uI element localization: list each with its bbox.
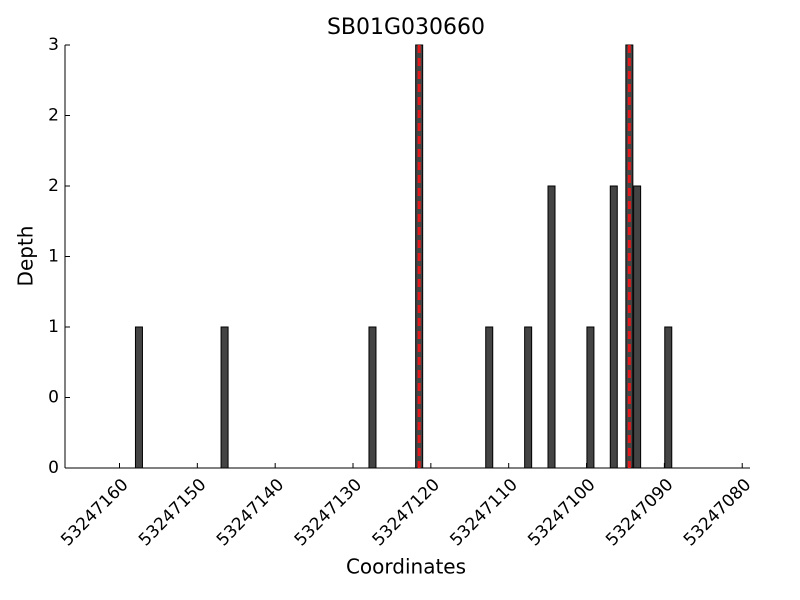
x-axis-label: Coordinates (346, 555, 466, 579)
bar (664, 326, 673, 469)
bar (547, 185, 556, 469)
x-tick-label: 53247090 (602, 475, 677, 550)
x-tick-label: 53247100 (524, 475, 599, 550)
bar (220, 326, 229, 469)
bar (609, 185, 618, 469)
x-tick-label: 53247110 (446, 475, 521, 550)
y-tick-label: 2 (48, 176, 59, 196)
bar (134, 326, 143, 469)
bar (485, 326, 494, 469)
x-tick-label: 53247140 (213, 475, 288, 550)
y-tick-label: 2 (48, 106, 59, 126)
y-tick-label: 0 (48, 388, 59, 408)
chart-title: SB01G030660 (327, 15, 485, 40)
y-tick-label: 1 (48, 317, 59, 337)
x-tick-label: 53247120 (369, 475, 444, 550)
bar (633, 185, 642, 469)
x-tick-label: 53247160 (57, 475, 132, 550)
x-tick-label: 53247150 (135, 475, 210, 550)
x-tick-label: 53247080 (680, 475, 755, 550)
bar (586, 326, 595, 469)
y-axis-label: Depth (14, 226, 38, 287)
x-tick-label: 53247130 (291, 475, 366, 550)
bar (524, 326, 533, 469)
y-tick-label: 3 (48, 35, 59, 55)
y-tick-label: 0 (48, 458, 59, 478)
y-tick-label: 1 (48, 247, 59, 267)
bar (368, 326, 377, 469)
